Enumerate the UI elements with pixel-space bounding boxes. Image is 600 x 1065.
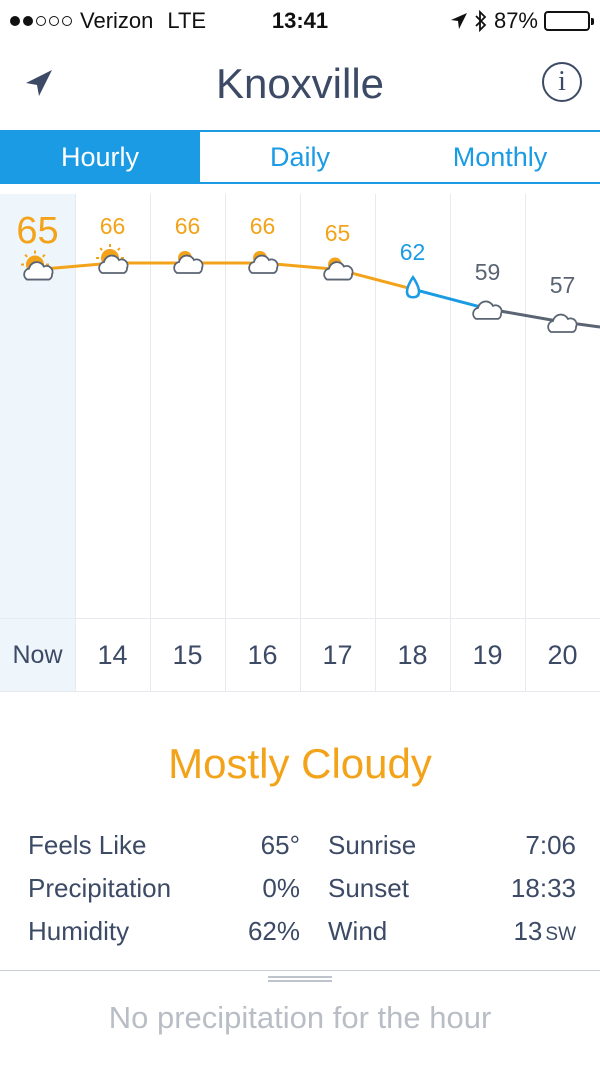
temperature-line-segment [412, 287, 489, 311]
column-divider [225, 194, 226, 692]
column-divider [150, 194, 151, 692]
hour-label[interactable]: 14 [97, 640, 128, 670]
bluetooth-icon [475, 10, 487, 32]
partly-cloudy-icon [323, 257, 354, 281]
hour-label[interactable]: 18 [397, 640, 428, 670]
location-arrow-icon [450, 13, 467, 29]
sunset-value: 18:33 [510, 873, 576, 903]
temperature-label: 57 [549, 272, 576, 298]
hour-label[interactable]: 15 [172, 640, 203, 670]
signal-strength-icon [10, 16, 72, 26]
temperature-label: 66 [99, 213, 126, 239]
cloud-icon [547, 313, 578, 333]
city-title: Knoxville [215, 60, 385, 107]
column-divider [450, 194, 451, 692]
view-tabs: Hourly Daily Monthly [0, 130, 600, 184]
location-arrow-icon[interactable] [22, 66, 56, 100]
humidity-value: 62% [247, 916, 300, 946]
header: Knoxville i [0, 40, 600, 128]
feels-like-label: Feels Like [28, 830, 147, 860]
rain-drop-icon [405, 274, 421, 299]
sunset-label: Sunset [328, 873, 409, 903]
battery-icon [544, 11, 594, 31]
carrier-name: Verizon [80, 8, 154, 33]
humidity-label: Humidity [28, 916, 130, 946]
drawer-handle[interactable] [268, 976, 332, 982]
partly-sunny-icon [21, 250, 54, 281]
status-left: Verizon LTE [10, 8, 206, 34]
hour-label-now[interactable]: Now [12, 641, 63, 669]
column-divider [75, 194, 76, 692]
conditions-summary: Mostly Cloudy [168, 740, 432, 787]
tab-daily[interactable]: Daily [269, 142, 330, 172]
sunrise-value: 7:06 [525, 830, 576, 860]
column-divider [525, 194, 526, 692]
column-divider [300, 194, 301, 692]
details-table: Feels Like 65° Sunrise 7:06 Precipitatio… [28, 830, 576, 959]
tab-monthly[interactable]: Monthly [452, 142, 548, 172]
temperature-label: 59 [474, 258, 501, 285]
hour-label[interactable]: 17 [322, 640, 353, 670]
details-row: Precipitation 0% Sunset 18:33 [28, 873, 576, 916]
cloud-icon [472, 300, 503, 320]
wind-value: 13 SW [513, 916, 576, 947]
temperature-label: 65 [324, 219, 351, 246]
details-row: Feels Like 65° Sunrise 7:06 [28, 830, 576, 873]
partly-cloudy-icon [173, 251, 204, 274]
network-type: LTE [167, 8, 207, 33]
hour-label[interactable]: 16 [247, 640, 278, 670]
info-button[interactable]: i [542, 62, 582, 102]
partly-sunny-icon [96, 244, 129, 274]
tab-hourly[interactable]: Hourly [0, 132, 200, 182]
drawer-divider [0, 970, 600, 971]
precipitation-value: 0% [262, 873, 300, 903]
details-row: Humidity 62% Wind 13 SW [28, 916, 576, 959]
temperature-label: 62 [399, 239, 426, 266]
hour-labels-row: Now 14 15 16 17 18 19 20 [0, 618, 600, 692]
precipitation-message: No precipitation for the hour [108, 1000, 492, 1035]
partly-cloudy-icon [248, 251, 279, 274]
sunrise-label: Sunrise [328, 830, 417, 860]
temperature-label: 66 [174, 213, 201, 239]
status-right: 87% [450, 8, 594, 34]
column-divider [375, 194, 376, 692]
temperature-curve [21, 244, 600, 333]
temperature-label: 66 [249, 213, 276, 239]
hour-label[interactable]: 20 [547, 640, 578, 670]
wind-direction: SW [545, 924, 576, 945]
temperature-label: 65 [16, 209, 59, 252]
precipitation-label: Precipitation [28, 873, 172, 903]
hour-label[interactable]: 19 [472, 640, 503, 670]
hourly-chart: Now 14 15 16 17 18 19 20 65 66 66 66 65 62 59 5… [0, 184, 600, 692]
battery-percent: 87% [493, 8, 538, 33]
feels-like-value: 65° [260, 830, 300, 860]
wind-speed: 13 [513, 916, 543, 946]
wind-label: Wind [328, 916, 388, 946]
status-time: 13:41 [271, 8, 329, 33]
status-bar: Verizon LTE 13:41 87% [0, 0, 600, 40]
